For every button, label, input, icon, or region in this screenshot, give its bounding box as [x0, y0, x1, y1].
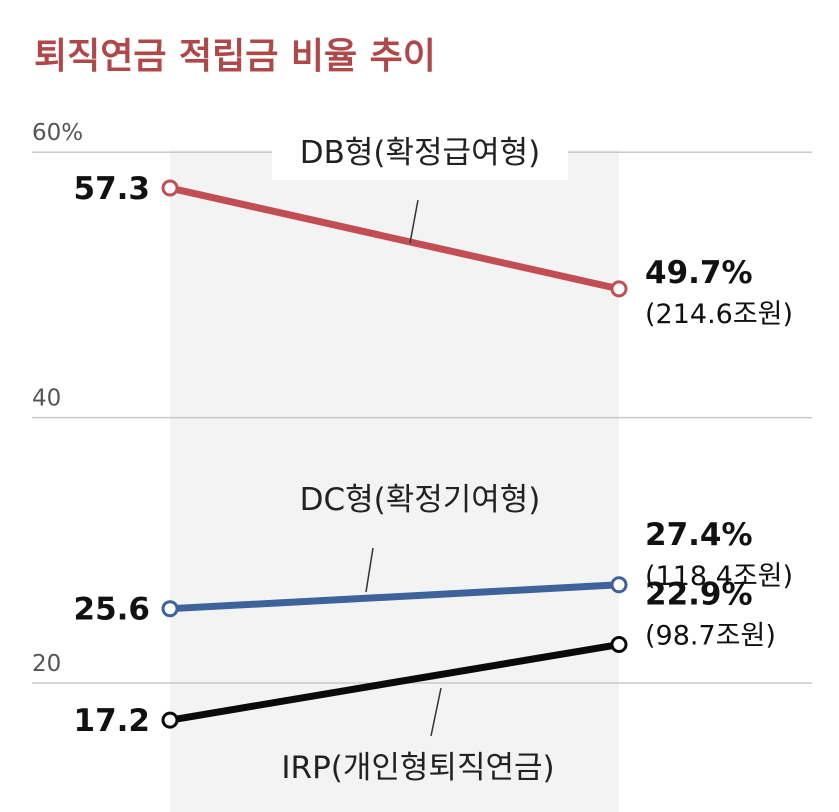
series-line-irp [166, 641, 623, 724]
start-value-label-dc: 25.6 [74, 592, 151, 628]
end-value-label-irp: 22.9% [645, 577, 753, 613]
start-value-label-db: 57.3 [74, 171, 151, 207]
point-db-start [161, 179, 179, 197]
end-sub-label-db: (214.6조원) [645, 299, 793, 330]
point-dc-end [610, 576, 628, 594]
point-irp-start [161, 711, 179, 729]
end-sub-label-irp: (98.7조원) [645, 621, 776, 652]
point-db-end [610, 280, 628, 298]
y-tick-label: 60% [32, 120, 83, 146]
leader-line-irp [430, 687, 442, 737]
end-value-label-db: 49.7% [645, 255, 753, 291]
series-line-dc [166, 581, 623, 613]
y-tick-layer: 60% 40 20 [32, 120, 83, 677]
highlight-band [170, 150, 619, 812]
point-dc-start [161, 600, 179, 618]
label-layer: 57.3 49.7% (214.6조원) DB형(확정급여형) 25.6 27.4% (11… [74, 135, 794, 786]
highlight-band-layer [170, 150, 619, 812]
chart-title: 퇴직연금 적립금 비율 추이 [34, 36, 436, 77]
leader-line-dc [365, 547, 374, 593]
series-name-irp: IRP(개인형퇴직연금) [281, 750, 554, 786]
series-line-db [166, 184, 623, 293]
leader-line-db [409, 199, 419, 244]
series-name-backing-db [272, 150, 568, 180]
series-layer [161, 179, 628, 729]
series-name-db: DB형(확정급여형) [300, 135, 540, 171]
end-sub-label-dc: (118.4조원) [645, 561, 793, 592]
y-tick-label: 20 [32, 651, 61, 677]
y-tick-label: 40 [32, 386, 61, 412]
start-value-label-irp: 17.2 [74, 703, 151, 739]
series-name-dc: DC형(확정기여형) [300, 482, 541, 518]
point-irp-end [610, 636, 628, 654]
end-value-label-dc: 27.4% [645, 517, 753, 553]
